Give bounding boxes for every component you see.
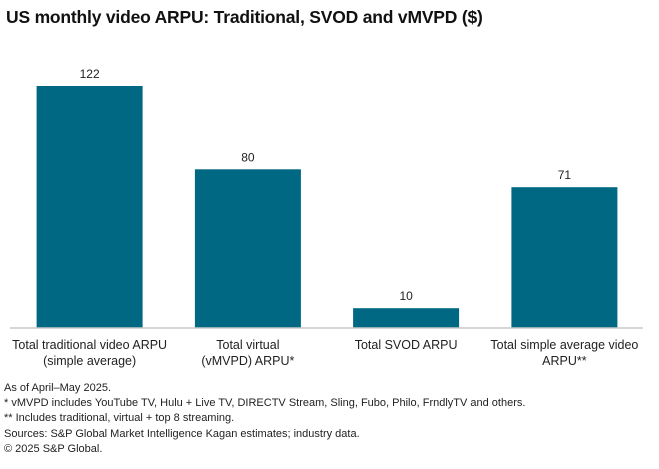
bar-3	[511, 187, 618, 328]
note-vmvpd: * vMVPD includes YouTube TV, Hulu + Live…	[4, 397, 526, 410]
footnotes: As of April–May 2025. * vMVPD includes Y…	[4, 381, 525, 457]
note-average: ** Includes traditional, virtual + top 8…	[4, 412, 235, 425]
category-label-line: (vMVPD) ARPU*	[201, 354, 295, 368]
category-label-2: Total SVOD ARPU	[326, 337, 486, 353]
category-label-0: Total traditional video ARPU (simple aver…	[10, 337, 170, 369]
category-label-line: Total virtual	[216, 338, 280, 352]
category-label-line: ARPU**	[542, 354, 587, 368]
category-label-line: Total SVOD ARPU	[354, 338, 458, 352]
bar-1	[194, 169, 301, 328]
note-copyright: © 2025 S&P Global.	[4, 442, 103, 455]
category-label-line: (simple average)	[43, 354, 137, 368]
data-label-3: 71	[558, 168, 572, 182]
note-date: As of April–May 2025.	[4, 382, 112, 394]
chart-title: US monthly video ARPU: Traditional, SVOD…	[6, 7, 483, 27]
category-label-line: Total traditional video ARPU	[12, 338, 168, 352]
category-label-3: Total simple average video ARPU**	[484, 337, 644, 369]
bar-0	[36, 86, 143, 328]
category-label-line: Total simple average video	[490, 338, 639, 352]
data-label-1: 80	[241, 150, 255, 164]
category-label-1: Total virtual (vMVPD) ARPU*	[168, 337, 328, 369]
data-label-2: 10	[399, 289, 413, 303]
bar-2	[353, 308, 460, 328]
data-labels-group: 122 80 10 71	[80, 67, 572, 303]
bars-group	[36, 86, 618, 328]
note-sources: Sources: S&P Global Market Intelligence …	[4, 427, 360, 440]
data-label-0: 122	[80, 67, 100, 81]
